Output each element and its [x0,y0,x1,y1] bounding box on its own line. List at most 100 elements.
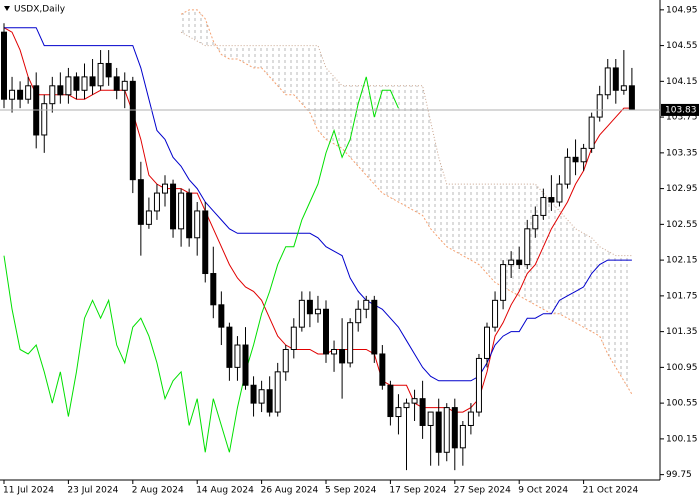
y-tick-label: 101.35 [666,327,698,337]
candle-body [500,264,507,301]
candle-body [1,31,7,100]
candle-body [290,326,297,350]
candle-body [178,192,185,230]
candle-body [548,197,555,203]
cloud-fill [181,9,632,395]
candle-body [628,85,635,111]
candle-body [210,273,217,306]
candle-body [355,308,362,324]
candle-body [73,76,80,91]
candle-body [339,348,346,364]
candle-body [411,398,418,404]
candle-body [202,210,209,275]
candle-body [282,348,289,373]
x-tick-label: 26 Aug 2024 [261,486,319,496]
candle-body [89,76,96,87]
x-tick-label: 27 Sep 2024 [454,486,511,496]
candle-body [137,179,144,225]
candle-body [306,299,313,315]
candle-body [580,147,587,163]
last-price-label: 103.83 [665,105,697,115]
candle-body [41,103,48,136]
x-tick-label: 9 Oct 2024 [518,486,568,496]
candle-body [508,259,515,266]
y-tick-label: 103.35 [666,148,698,158]
candle-body [371,299,378,355]
candle-body [57,85,64,96]
y-tick-label: 101.75 [666,291,698,301]
y-tick-label: 102.55 [666,220,698,230]
candle-body [532,214,539,230]
candle-body [556,183,563,203]
candle-body [250,384,257,404]
candle-body [588,116,595,149]
candle-body [266,389,273,413]
indicator-line [3,76,399,453]
candle-body [612,67,619,91]
candle-body [620,85,627,91]
candle-body [242,344,249,386]
candle-body [331,348,338,355]
candle-body [105,62,112,78]
candle-body [170,183,177,230]
candle-body [234,344,241,368]
candle-body [379,353,386,386]
y-tick-label: 100.15 [666,434,698,444]
x-tick-label: 23 Jul 2024 [67,486,118,496]
candle-body [274,371,281,413]
candle-body [363,299,370,310]
chart-title: USDX,Daily [14,5,66,15]
candle-body [492,299,499,328]
candle-body [194,210,201,239]
candle-body [427,411,434,426]
indicator-line [3,27,632,413]
candle-body [395,407,402,418]
candle-body [25,85,32,100]
candle-body [113,76,120,91]
x-tick-label: 17 Sep 2024 [389,486,446,496]
span-b-line [180,31,632,257]
indicator-line [4,27,632,382]
y-tick-label: 103.75 [666,113,698,123]
y-tick-label: 104.55 [666,41,698,51]
y-tick-label: 100.55 [666,399,698,409]
candle-body [451,407,458,449]
x-tick-label: 11 Jul 2024 [3,486,54,496]
candle-body [459,424,466,449]
candle-body [435,411,442,453]
candle-body [81,76,88,91]
candle-body [153,192,160,212]
candle-body [387,384,394,418]
title-arrow [4,6,10,11]
candle-body [604,67,611,96]
candle-body [162,183,168,194]
candle-body [572,156,579,163]
candle-body [484,326,490,359]
candle-body [65,76,72,96]
candle-body [314,308,321,315]
candle-body [516,259,523,266]
y-tick-label: 104.15 [666,77,698,87]
y-tick-label: 102.15 [666,256,698,266]
last-price-box [661,103,699,116]
candle-body [443,407,450,453]
candle-body [145,210,152,225]
candle-body [9,89,16,100]
candle-body [218,304,225,328]
candle-body [524,228,531,266]
x-tick-label: 21 Oct 2024 [583,486,639,496]
x-tick-label: 14 Aug 2024 [196,486,254,496]
y-tick-label: 100.95 [666,363,698,373]
candle-body [121,80,128,91]
candle-body [596,94,603,118]
candle-body [419,398,426,426]
candle-body [129,80,136,181]
candle-body [226,326,233,368]
candle-body [475,357,482,413]
y-tick-label: 104.95 [666,5,698,15]
candle-body [186,192,193,239]
candle-body [49,85,56,105]
x-tick-label: 2 Aug 2024 [132,486,184,496]
candle-body [298,299,305,328]
